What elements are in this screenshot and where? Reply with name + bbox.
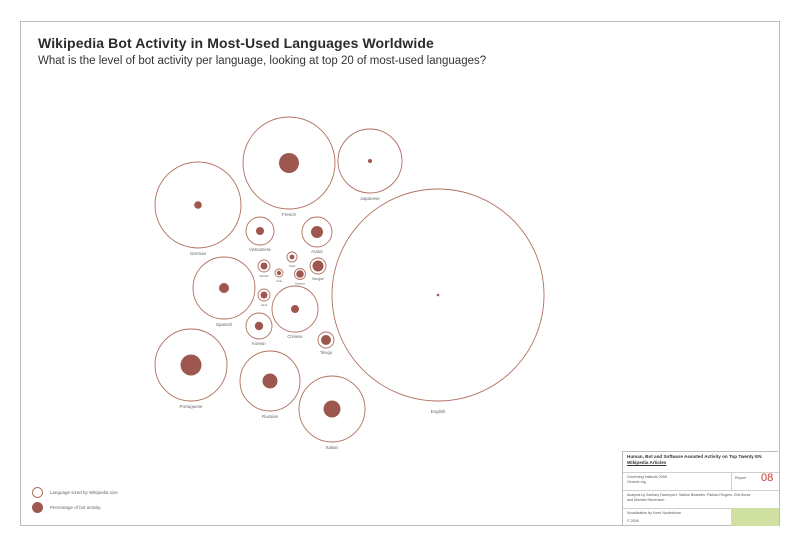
bubble-inner-korean — [254, 321, 264, 331]
bubble-label-english: English — [431, 409, 446, 414]
bubble-inner-italian — [323, 400, 341, 418]
copyright: © 2008 — [627, 519, 639, 523]
bubble-inner-german — [194, 201, 202, 209]
bubble-label-chinese: Chinese — [287, 334, 303, 339]
report-title-line2: Wikipedia Articles — [627, 460, 667, 465]
chart-subtitle: What is the level of bot activity per la… — [38, 55, 487, 67]
analysis-text: Analysis by Zachary Davenport, Sabine Be… — [627, 493, 750, 503]
legend-fill-label: Percentage of bot activity — [50, 505, 101, 510]
legend-item-outline: Language sized by Wikipedia size — [32, 485, 118, 500]
bubble-label-portuguese: Portuguese — [179, 404, 203, 409]
bubble-label-spanish: Spanish — [216, 322, 233, 327]
bubble-inner-spanish — [219, 283, 229, 293]
filled-circle-icon — [32, 502, 43, 513]
bubble-inner-marathi — [260, 262, 268, 270]
bubble-label-arabic: Arabic — [311, 249, 323, 254]
divider — [623, 508, 779, 509]
bubble-label-urdu: Urdu — [276, 279, 283, 283]
divider — [623, 490, 779, 491]
bubble-inner-chinese — [291, 305, 299, 313]
org-text: Governing Instincts 2008 Generic.org — [627, 475, 667, 485]
org-line1: Governing Instincts 2008 — [627, 475, 667, 479]
legend: Language sized by Wikipedia size Percent… — [32, 485, 118, 515]
viz-credit: Visualization by Koen Nooteboom — [627, 511, 681, 515]
bubble-inner-japanese — [368, 159, 372, 163]
bubble-inner-french — [279, 153, 299, 173]
divider — [623, 472, 779, 473]
report-title: Human, Bot and Software Assisted Activit… — [627, 454, 773, 466]
report-title-line1: Human, Bot and Software Assisted Activit… — [627, 454, 762, 459]
analysis-line2: and Michael Stevenson — [627, 498, 665, 502]
bubble-inner-hindi — [260, 291, 268, 299]
divider-vertical — [731, 472, 732, 490]
bubble-label-japanese: Japanese — [360, 196, 380, 201]
green-accent-box — [731, 508, 779, 526]
bubble-inner-tamil — [289, 254, 295, 260]
bubble-label-hindi: Hindi — [261, 303, 268, 307]
outline-circle-icon — [32, 487, 43, 498]
legend-item-fill: Percentage of bot activity — [32, 500, 118, 515]
bubble-inner-urdu — [276, 270, 282, 276]
bubble-inner-javanese — [296, 270, 304, 278]
bubble-label-bengali: Bengali — [312, 277, 324, 281]
bubble-label-italian: Italian — [326, 445, 339, 450]
bubble-inner-vietnamese — [256, 227, 264, 235]
report-label: Report — [735, 476, 746, 480]
chart-title: Wikipedia Bot Activity in Most-Used Lang… — [38, 35, 434, 51]
bubble-inner-portuguese — [180, 354, 202, 376]
bubble-label-korean: Korean — [252, 341, 266, 346]
bubble-inner-arabic — [311, 226, 323, 238]
bubble-label-tamil: Tamil — [289, 264, 296, 268]
bubble-label-russian: Russian — [262, 414, 279, 419]
bubble-label-vietnamese: Vietnamese — [249, 247, 272, 252]
analysis-line1: Analysis by Zachary Davenport, Sabine Be… — [627, 493, 751, 497]
bubble-inner-telugu — [321, 335, 331, 345]
bubble-inner-bengali — [312, 260, 324, 272]
bubble-label-telugu: Telugu — [320, 350, 333, 355]
bubble-label-javanese: Javanese — [295, 283, 306, 286]
report-number: 08 — [761, 472, 774, 484]
org-line2: Generic.org — [627, 480, 646, 484]
bubble-inner-russian — [262, 373, 278, 389]
bubble-inner-english — [436, 293, 440, 297]
bubble-label-german: German — [190, 251, 207, 256]
chart-frame — [20, 21, 780, 526]
legend-outline-label: Language sized by Wikipedia size — [50, 490, 118, 495]
bubble-label-french: French — [282, 212, 297, 217]
bubble-label-marathi: Marathi — [259, 274, 269, 278]
report-infobox: Human, Bot and Software Assisted Activit… — [622, 451, 779, 526]
